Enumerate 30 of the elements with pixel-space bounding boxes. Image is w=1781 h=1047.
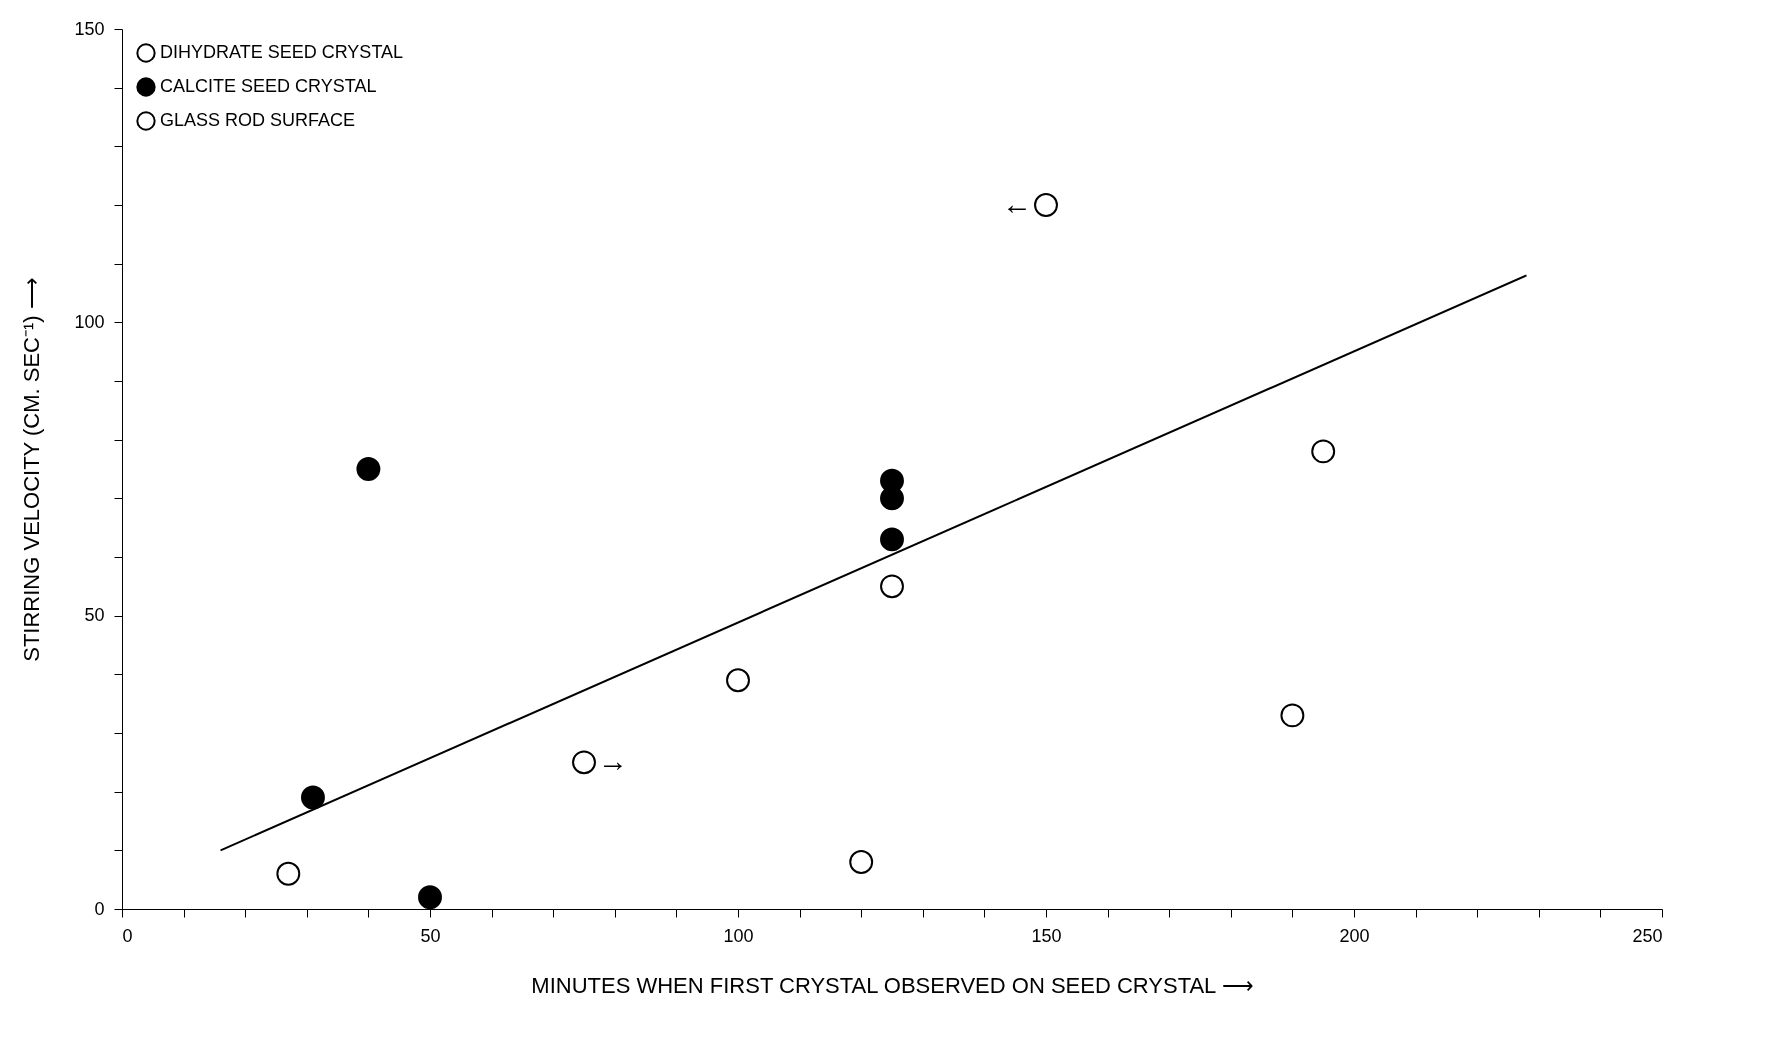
y-tick-label: 100 [74, 311, 105, 332]
x-tick-label: 100 [723, 925, 754, 946]
x-tick-label: 0 [122, 925, 133, 946]
x-tick-label: 200 [1339, 925, 1370, 946]
point [356, 457, 381, 481]
point [1311, 439, 1336, 464]
point [276, 861, 301, 886]
y-tick-label: 150 [74, 18, 105, 39]
point [572, 750, 596, 775]
x-axis-title: MINUTES WHEN FIRST CRYSTAL OBSERVED ON SEED CRYSTAL ⟶ [531, 972, 1254, 998]
y-axis-title: STIRRING VELOCITY (CM. SEC⁻¹) ⟶ [19, 277, 45, 662]
point [1034, 193, 1058, 217]
point [880, 486, 904, 511]
legend-label: CALCITE SEED CRYSTAL [160, 76, 377, 96]
x-tick-label: 150 [1031, 925, 1062, 946]
point [849, 850, 874, 874]
point [418, 885, 442, 910]
x-tick-label: 50 [420, 925, 441, 946]
annotation: → [598, 744, 628, 778]
point [880, 574, 904, 599]
point [301, 785, 325, 810]
annotation: ← [1002, 187, 1032, 220]
x-tick-label: 250 [1632, 925, 1663, 946]
legend-label: GLASS ROD SURFACE [160, 110, 356, 130]
point [726, 668, 750, 693]
legend-label: DIHYDRATE SEED CRYSTAL [160, 42, 404, 62]
point [1280, 703, 1305, 728]
y-tick-label: 50 [84, 605, 105, 626]
point [880, 527, 904, 552]
y-tick-label: 0 [94, 898, 105, 919]
